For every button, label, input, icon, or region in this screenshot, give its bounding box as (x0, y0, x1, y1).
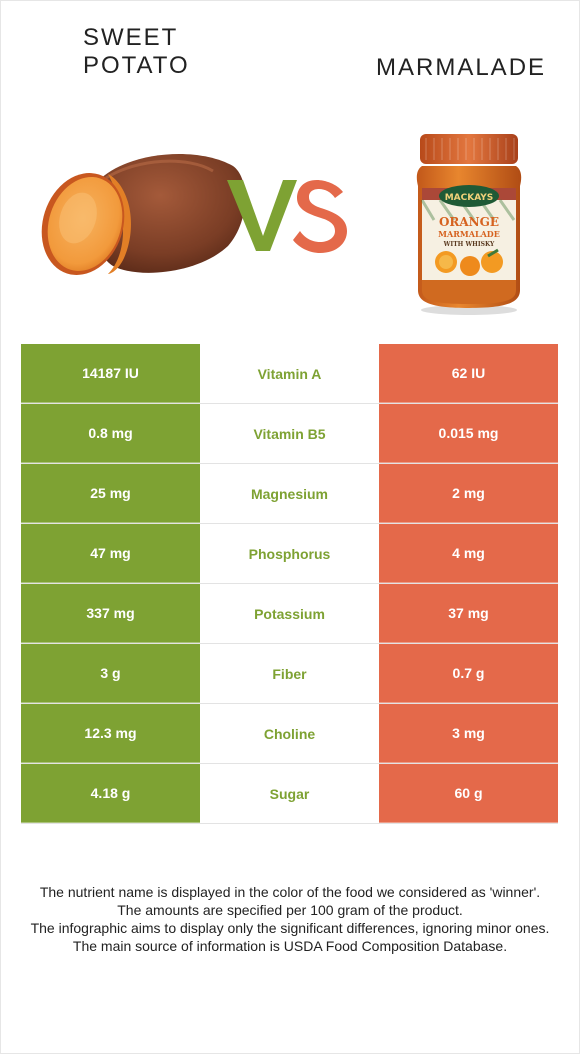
right-value-cell: 0.015 mg (379, 404, 558, 463)
sweet-potato-image (41, 154, 246, 275)
right-value-cell: 60 g (379, 764, 558, 823)
right-value-cell: 4 mg (379, 524, 558, 583)
left-value-cell: 14187 IU (21, 344, 200, 403)
nutrient-name-cell: Sugar (200, 764, 379, 823)
footnote: The nutrient name is displayed in the co… (20, 883, 560, 955)
table-row: 4.18 g Sugar 60 g (21, 764, 558, 824)
left-value-cell: 12.3 mg (21, 704, 200, 763)
nutrient-name-cell: Vitamin B5 (200, 404, 379, 463)
footnote-line-1: The nutrient name is displayed in the co… (39, 884, 541, 900)
jar-brand-label: MACKAYS (445, 193, 494, 203)
table-row: 0.8 mg Vitamin B5 0.015 mg (21, 404, 558, 464)
table-row: 12.3 mg Choline 3 mg (21, 704, 558, 764)
right-value-cell: 2 mg (379, 464, 558, 523)
table-row: 14187 IU Vitamin A 62 IU (21, 344, 558, 404)
nutrient-name-cell: Choline (200, 704, 379, 763)
nutrient-name-cell: Phosphorus (200, 524, 379, 583)
table-row: 25 mg Magnesium 2 mg (21, 464, 558, 524)
right-value-cell: 37 mg (379, 584, 558, 643)
jar-label-line1: ORANGE (439, 215, 499, 229)
table-row: 47 mg Phosphorus 4 mg (21, 524, 558, 584)
right-value-cell: 0.7 g (379, 644, 558, 703)
left-value-cell: 4.18 g (21, 764, 200, 823)
table-row: 3 g Fiber 0.7 g (21, 644, 558, 704)
nutrient-name-cell: Fiber (200, 644, 379, 703)
right-food-title: MARMALADE (376, 54, 547, 81)
left-value-cell: 337 mg (21, 584, 200, 643)
left-value-cell: 3 g (21, 644, 200, 703)
footnote-line-4: The main source of information is USDA F… (72, 938, 508, 954)
left-value-cell: 25 mg (21, 464, 200, 523)
footnote-line-2: The amounts are specified per 100 gram o… (117, 902, 463, 918)
footnote-line-3: The infographic aims to display only the… (30, 920, 550, 936)
jar-label-line3: WITH WHISKY (443, 241, 495, 248)
left-value-cell: 47 mg (21, 524, 200, 583)
nutrient-name-cell: Potassium (200, 584, 379, 643)
nutrient-name-cell: Vitamin A (200, 344, 379, 403)
marmalade-jar-image: MACKAYS ORANGE MARMALADE WITH WHISKY (416, 134, 522, 315)
left-food-title: SWEET POTATO (83, 24, 190, 79)
jar-label-line2: MARMALADE (438, 229, 500, 239)
nutrient-comparison-table: 14187 IU Vitamin A 62 IU 0.8 mg Vitamin B5 0.… (21, 344, 558, 824)
vs-logo (227, 180, 347, 253)
table-row: 337 mg Potassium 37 mg (21, 584, 558, 644)
right-value-cell: 62 IU (379, 344, 558, 403)
nutrient-name-cell: Magnesium (200, 464, 379, 523)
right-value-cell: 3 mg (379, 704, 558, 763)
left-value-cell: 0.8 mg (21, 404, 200, 463)
